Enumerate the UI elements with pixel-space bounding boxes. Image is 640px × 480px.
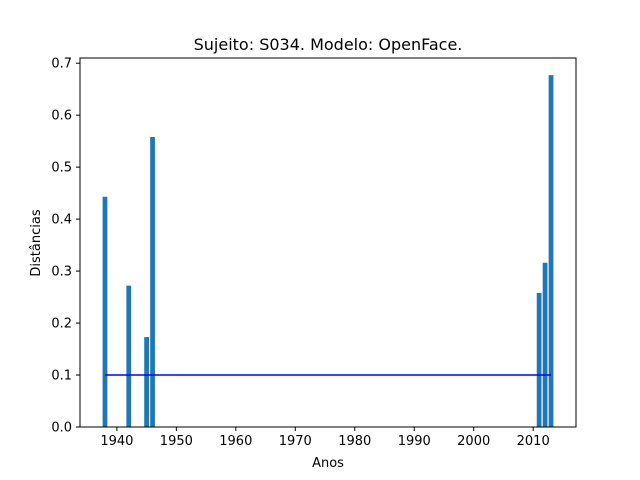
y-tick-label: 0.1	[51, 369, 72, 384]
y-axis-ticks: 0.0 0.1 0.2 0.3 0.4 0.5 0.6 0.7	[51, 57, 80, 436]
y-tick-label: 0.5	[51, 161, 72, 176]
y-tick-label: 0.7	[51, 57, 72, 72]
y-tick-label: 0.4	[51, 213, 72, 228]
x-tick-label: 1970	[279, 434, 312, 449]
x-axis-ticks: 1940 1950 1960 1970 1980 1990 2000 2010	[100, 427, 550, 449]
bar-1938	[102, 196, 108, 427]
bar-2011	[536, 292, 542, 427]
y-axis-label: Distâncias	[29, 209, 44, 276]
y-tick-label: 0.0	[51, 421, 72, 436]
x-tick-label: 2010	[517, 434, 550, 449]
x-tick-label: 2000	[457, 434, 490, 449]
y-tick-label: 0.6	[51, 109, 72, 124]
bar-1945	[144, 337, 149, 427]
x-tick-label: 1990	[398, 434, 431, 449]
y-tick-label: 0.3	[51, 265, 72, 280]
x-tick-label: 1950	[160, 434, 193, 449]
bar-2013	[548, 75, 554, 428]
x-tick-label: 1940	[100, 434, 133, 449]
plot-frame	[79, 57, 577, 428]
x-tick-label: 1980	[338, 434, 371, 449]
x-tick-label: 1960	[219, 434, 252, 449]
chart-title: Sujeito: S034. Modelo: OpenFace.	[194, 35, 463, 54]
x-axis-label: Anos	[312, 456, 344, 471]
bar-1942	[126, 285, 132, 427]
bar-1946	[150, 136, 155, 427]
y-tick-label: 0.2	[51, 317, 72, 332]
bar-2012	[542, 262, 548, 427]
bars-layer	[102, 75, 554, 428]
